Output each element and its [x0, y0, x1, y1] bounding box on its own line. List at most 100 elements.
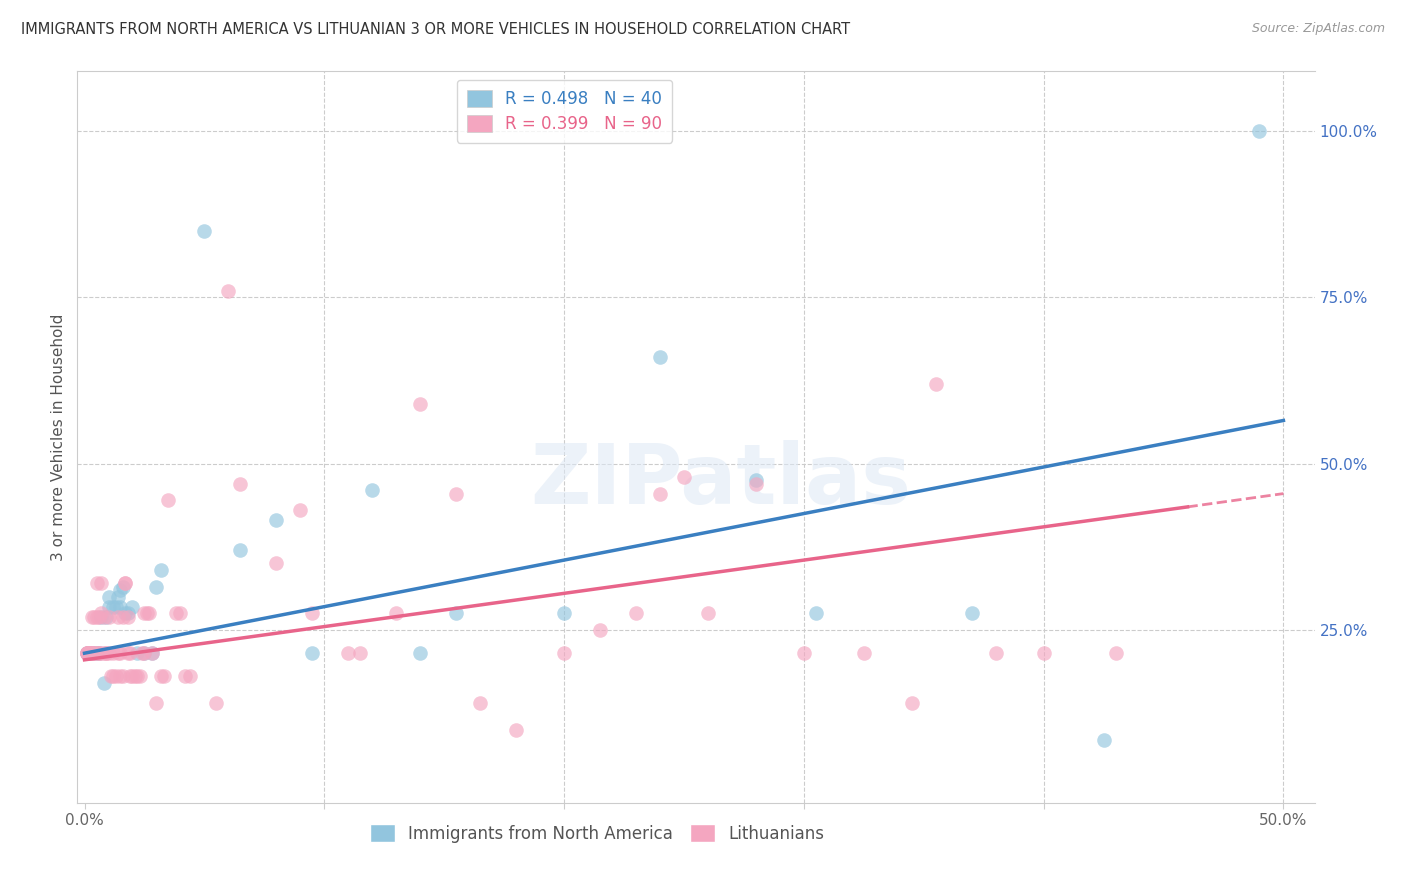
Point: [150, 669, 173, 683]
Point: [925, 376, 948, 391]
Point: [79, 646, 101, 660]
Point: [141, 646, 163, 660]
Point: [624, 607, 647, 621]
Point: [1249, 124, 1271, 138]
Point: [76, 646, 98, 660]
Point: [385, 607, 408, 621]
Point: [174, 669, 197, 683]
Point: [90, 609, 112, 624]
Point: [193, 224, 215, 238]
Point: [127, 646, 149, 660]
Point: [852, 646, 875, 660]
Point: [169, 607, 191, 621]
Point: [117, 646, 139, 660]
Point: [93, 609, 115, 624]
Point: [141, 646, 163, 660]
Point: [76, 646, 98, 660]
Point: [83, 609, 105, 624]
Point: [114, 576, 136, 591]
Point: [145, 580, 167, 594]
Point: [138, 607, 160, 621]
Point: [79, 646, 101, 660]
Point: [104, 599, 127, 614]
Point: [80, 646, 103, 660]
Point: [103, 646, 125, 660]
Point: [361, 483, 384, 498]
Point: [100, 669, 122, 683]
Point: [470, 696, 492, 710]
Point: [301, 607, 323, 621]
Point: [290, 503, 312, 517]
Point: [93, 676, 115, 690]
Point: [745, 476, 768, 491]
Point: [589, 623, 612, 637]
Point: [179, 669, 201, 683]
Point: [83, 646, 105, 660]
Point: [121, 599, 143, 614]
Point: [79, 646, 101, 660]
Point: [114, 576, 136, 591]
Point: [83, 646, 105, 660]
Point: [266, 557, 288, 571]
Point: [409, 397, 432, 411]
Point: [79, 646, 101, 660]
Point: [152, 669, 174, 683]
Point: [150, 563, 173, 577]
Point: [349, 646, 371, 660]
Point: [90, 576, 112, 591]
Point: [86, 646, 108, 660]
Point: [128, 669, 150, 683]
Point: [266, 513, 288, 527]
Point: [1032, 646, 1054, 660]
Point: [337, 646, 360, 660]
Point: [87, 646, 110, 660]
Point: [117, 607, 139, 621]
Point: [117, 609, 139, 624]
Point: [648, 351, 671, 365]
Legend: Immigrants from North America, Lithuanians: Immigrants from North America, Lithuania…: [363, 818, 831, 849]
Point: [79, 646, 101, 660]
Point: [107, 609, 129, 624]
Point: [94, 646, 117, 660]
Point: [76, 646, 98, 660]
Point: [80, 646, 103, 660]
Point: [90, 607, 112, 621]
Point: [900, 696, 922, 710]
Point: [960, 607, 983, 621]
Point: [76, 646, 98, 660]
Point: [165, 607, 187, 621]
Point: [134, 646, 156, 660]
Point: [205, 696, 228, 710]
Point: [134, 646, 156, 660]
Point: [87, 646, 110, 660]
Point: [76, 646, 98, 660]
Text: Source: ZipAtlas.com: Source: ZipAtlas.com: [1251, 22, 1385, 36]
Point: [444, 607, 467, 621]
Point: [86, 646, 108, 660]
Point: [90, 646, 112, 660]
Point: [505, 723, 527, 737]
Point: [229, 476, 252, 491]
Point: [107, 590, 129, 604]
Point: [984, 646, 1007, 660]
Point: [553, 646, 575, 660]
Point: [87, 609, 110, 624]
Point: [745, 473, 768, 487]
Point: [553, 607, 575, 621]
Point: [107, 646, 129, 660]
Point: [697, 607, 720, 621]
Point: [804, 607, 827, 621]
Text: ZIPatlas: ZIPatlas: [530, 441, 911, 522]
Point: [93, 646, 115, 660]
Point: [87, 646, 110, 660]
Point: [97, 609, 120, 624]
Point: [120, 669, 142, 683]
Point: [110, 669, 132, 683]
Point: [217, 284, 239, 298]
Point: [80, 646, 103, 660]
Point: [83, 646, 105, 660]
Point: [114, 607, 136, 621]
Point: [444, 486, 467, 500]
Point: [127, 669, 149, 683]
Point: [97, 590, 120, 604]
